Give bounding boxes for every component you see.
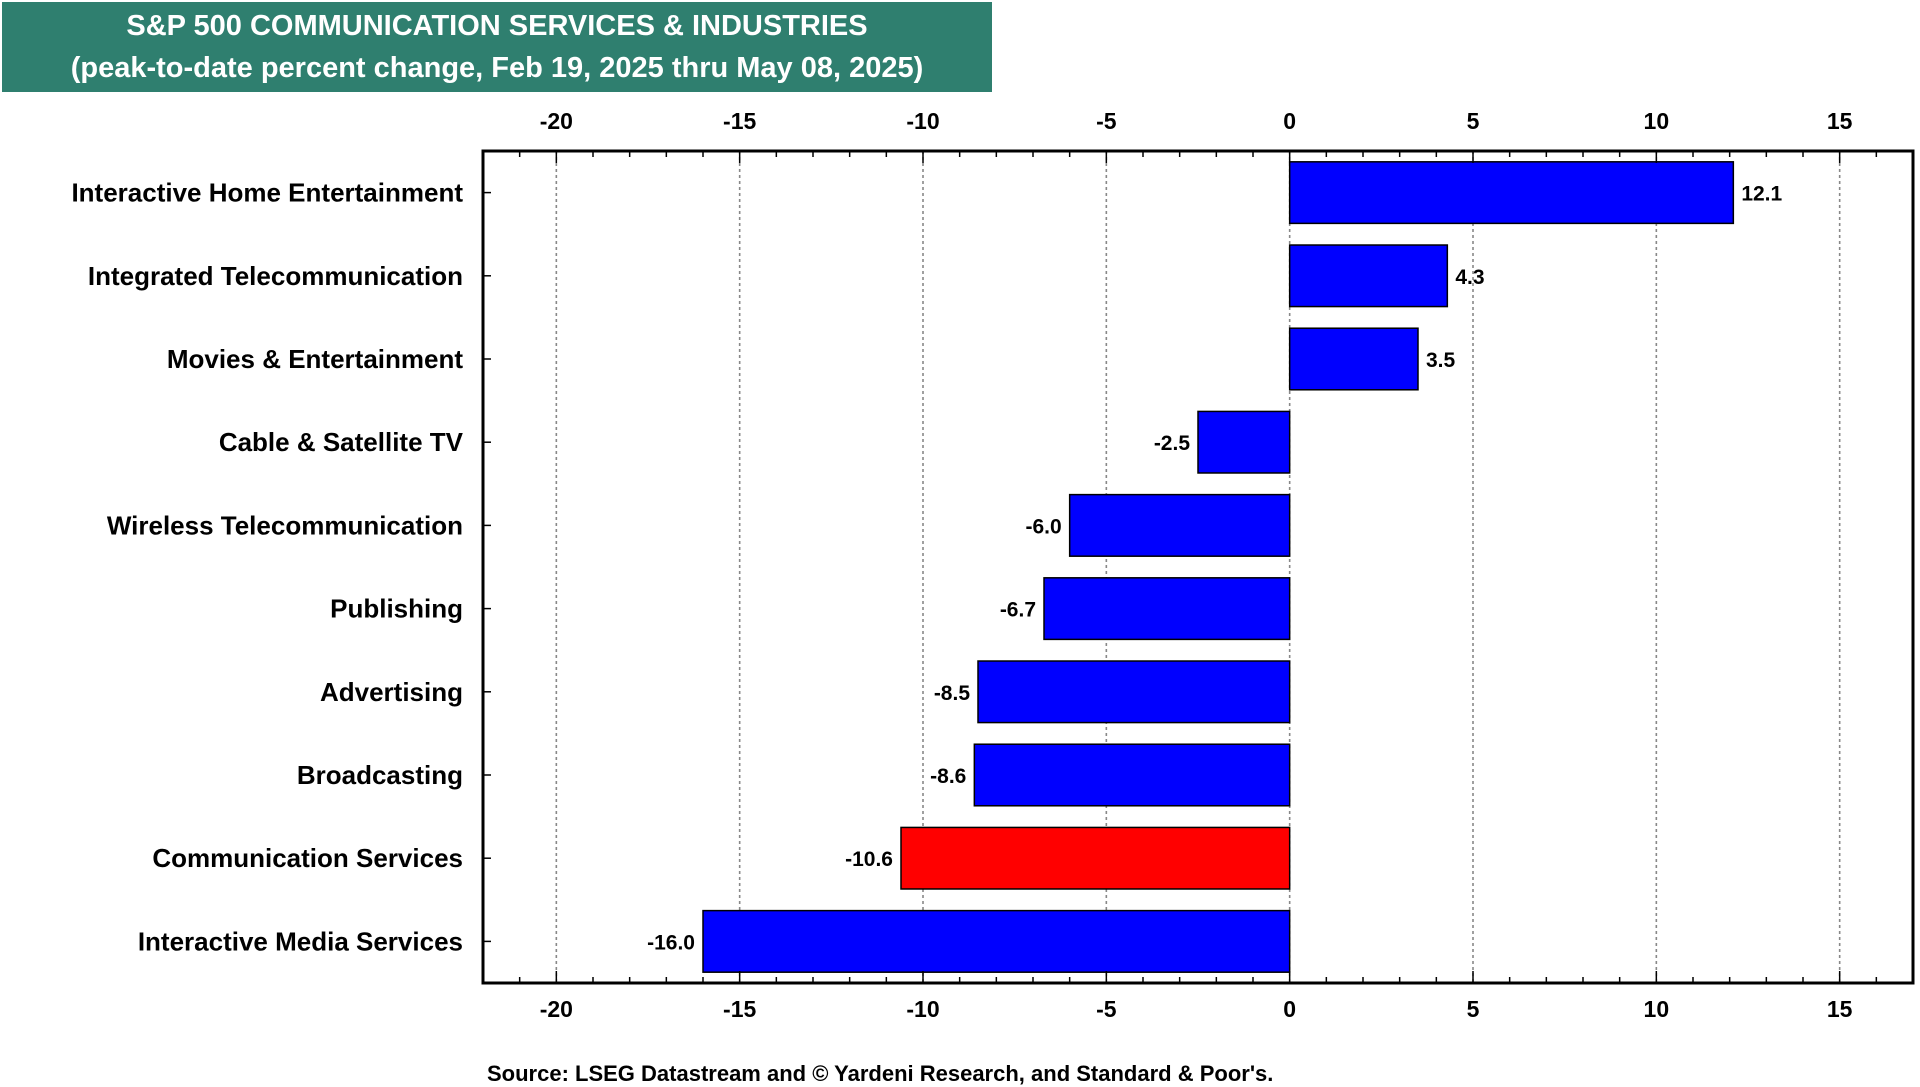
data-label: -6.0 bbox=[1025, 515, 1061, 538]
bar bbox=[900, 826, 1291, 890]
category-label: Interactive Home Entertainment bbox=[71, 178, 463, 208]
chart-subtitle: (peak-to-date percent change, Feb 19, 20… bbox=[70, 52, 924, 84]
category-label: Cable & Satellite TV bbox=[219, 427, 464, 457]
chart-title: S&P 500 COMMUNICATION SERVICES & INDUSTR… bbox=[126, 10, 868, 42]
data-label: -6.7 bbox=[1000, 599, 1036, 622]
bar bbox=[1288, 327, 1419, 391]
bar bbox=[1197, 410, 1291, 474]
data-label: -8.5 bbox=[934, 682, 971, 705]
bar bbox=[973, 743, 1291, 807]
x-tick-label-bottom: 10 bbox=[1644, 996, 1670, 1022]
x-tick-label-bottom: -10 bbox=[906, 996, 939, 1022]
bar bbox=[1288, 161, 1735, 225]
x-tick-label-top: 15 bbox=[1827, 108, 1853, 134]
bar bbox=[977, 660, 1291, 724]
x-tick-label-top: -10 bbox=[906, 108, 939, 134]
category-label: Communication Services bbox=[152, 843, 463, 873]
x-tick-label-bottom: 0 bbox=[1283, 996, 1296, 1022]
x-tick-label-top: -20 bbox=[540, 108, 573, 134]
bar bbox=[1043, 577, 1291, 641]
source-note: Source: LSEG Datastream and © Yardeni Re… bbox=[487, 1061, 1274, 1086]
x-tick-label-bottom: -20 bbox=[540, 996, 573, 1022]
data-label: -8.6 bbox=[930, 765, 966, 788]
x-tick-label-bottom: -15 bbox=[723, 996, 756, 1022]
x-tick-label-bottom: 5 bbox=[1467, 996, 1480, 1022]
x-tick-label-bottom: -5 bbox=[1096, 996, 1117, 1022]
x-tick-label-top: 5 bbox=[1467, 108, 1480, 134]
x-tick-label-top: -5 bbox=[1096, 108, 1117, 134]
category-label: Integrated Telecommunication bbox=[88, 261, 463, 291]
x-tick-label-top: 10 bbox=[1644, 108, 1670, 134]
category-label: Advertising bbox=[320, 677, 463, 707]
labels: 12.1 Interactive Home Entertainment 4.3 Int… bbox=[71, 108, 1852, 1022]
bar bbox=[702, 909, 1291, 973]
data-label: 3.5 bbox=[1426, 349, 1456, 372]
data-label: 4.3 bbox=[1455, 266, 1484, 289]
category-label: Publishing bbox=[330, 594, 463, 624]
data-label: -16.0 bbox=[647, 931, 695, 954]
bars bbox=[702, 161, 1735, 973]
category-label: Wireless Telecommunication bbox=[107, 510, 463, 540]
data-label: -10.6 bbox=[845, 848, 893, 871]
x-tick-label-top: -15 bbox=[723, 108, 756, 134]
bar bbox=[1068, 493, 1291, 557]
data-label: -2.5 bbox=[1154, 432, 1191, 455]
x-tick-label-top: 0 bbox=[1283, 108, 1296, 134]
data-label: 12.1 bbox=[1741, 183, 1782, 206]
x-tick-label-bottom: 15 bbox=[1827, 996, 1853, 1022]
category-label: Interactive Media Services bbox=[138, 926, 463, 956]
bar bbox=[1288, 244, 1449, 308]
axes bbox=[481, 149, 1915, 985]
category-label: Broadcasting bbox=[297, 760, 463, 790]
category-label: Movies & Entertainment bbox=[167, 344, 464, 374]
chart-title-box: S&P 500 COMMUNICATION SERVICES & INDUSTR… bbox=[2, 2, 992, 92]
plot-frame bbox=[481, 149, 1915, 985]
